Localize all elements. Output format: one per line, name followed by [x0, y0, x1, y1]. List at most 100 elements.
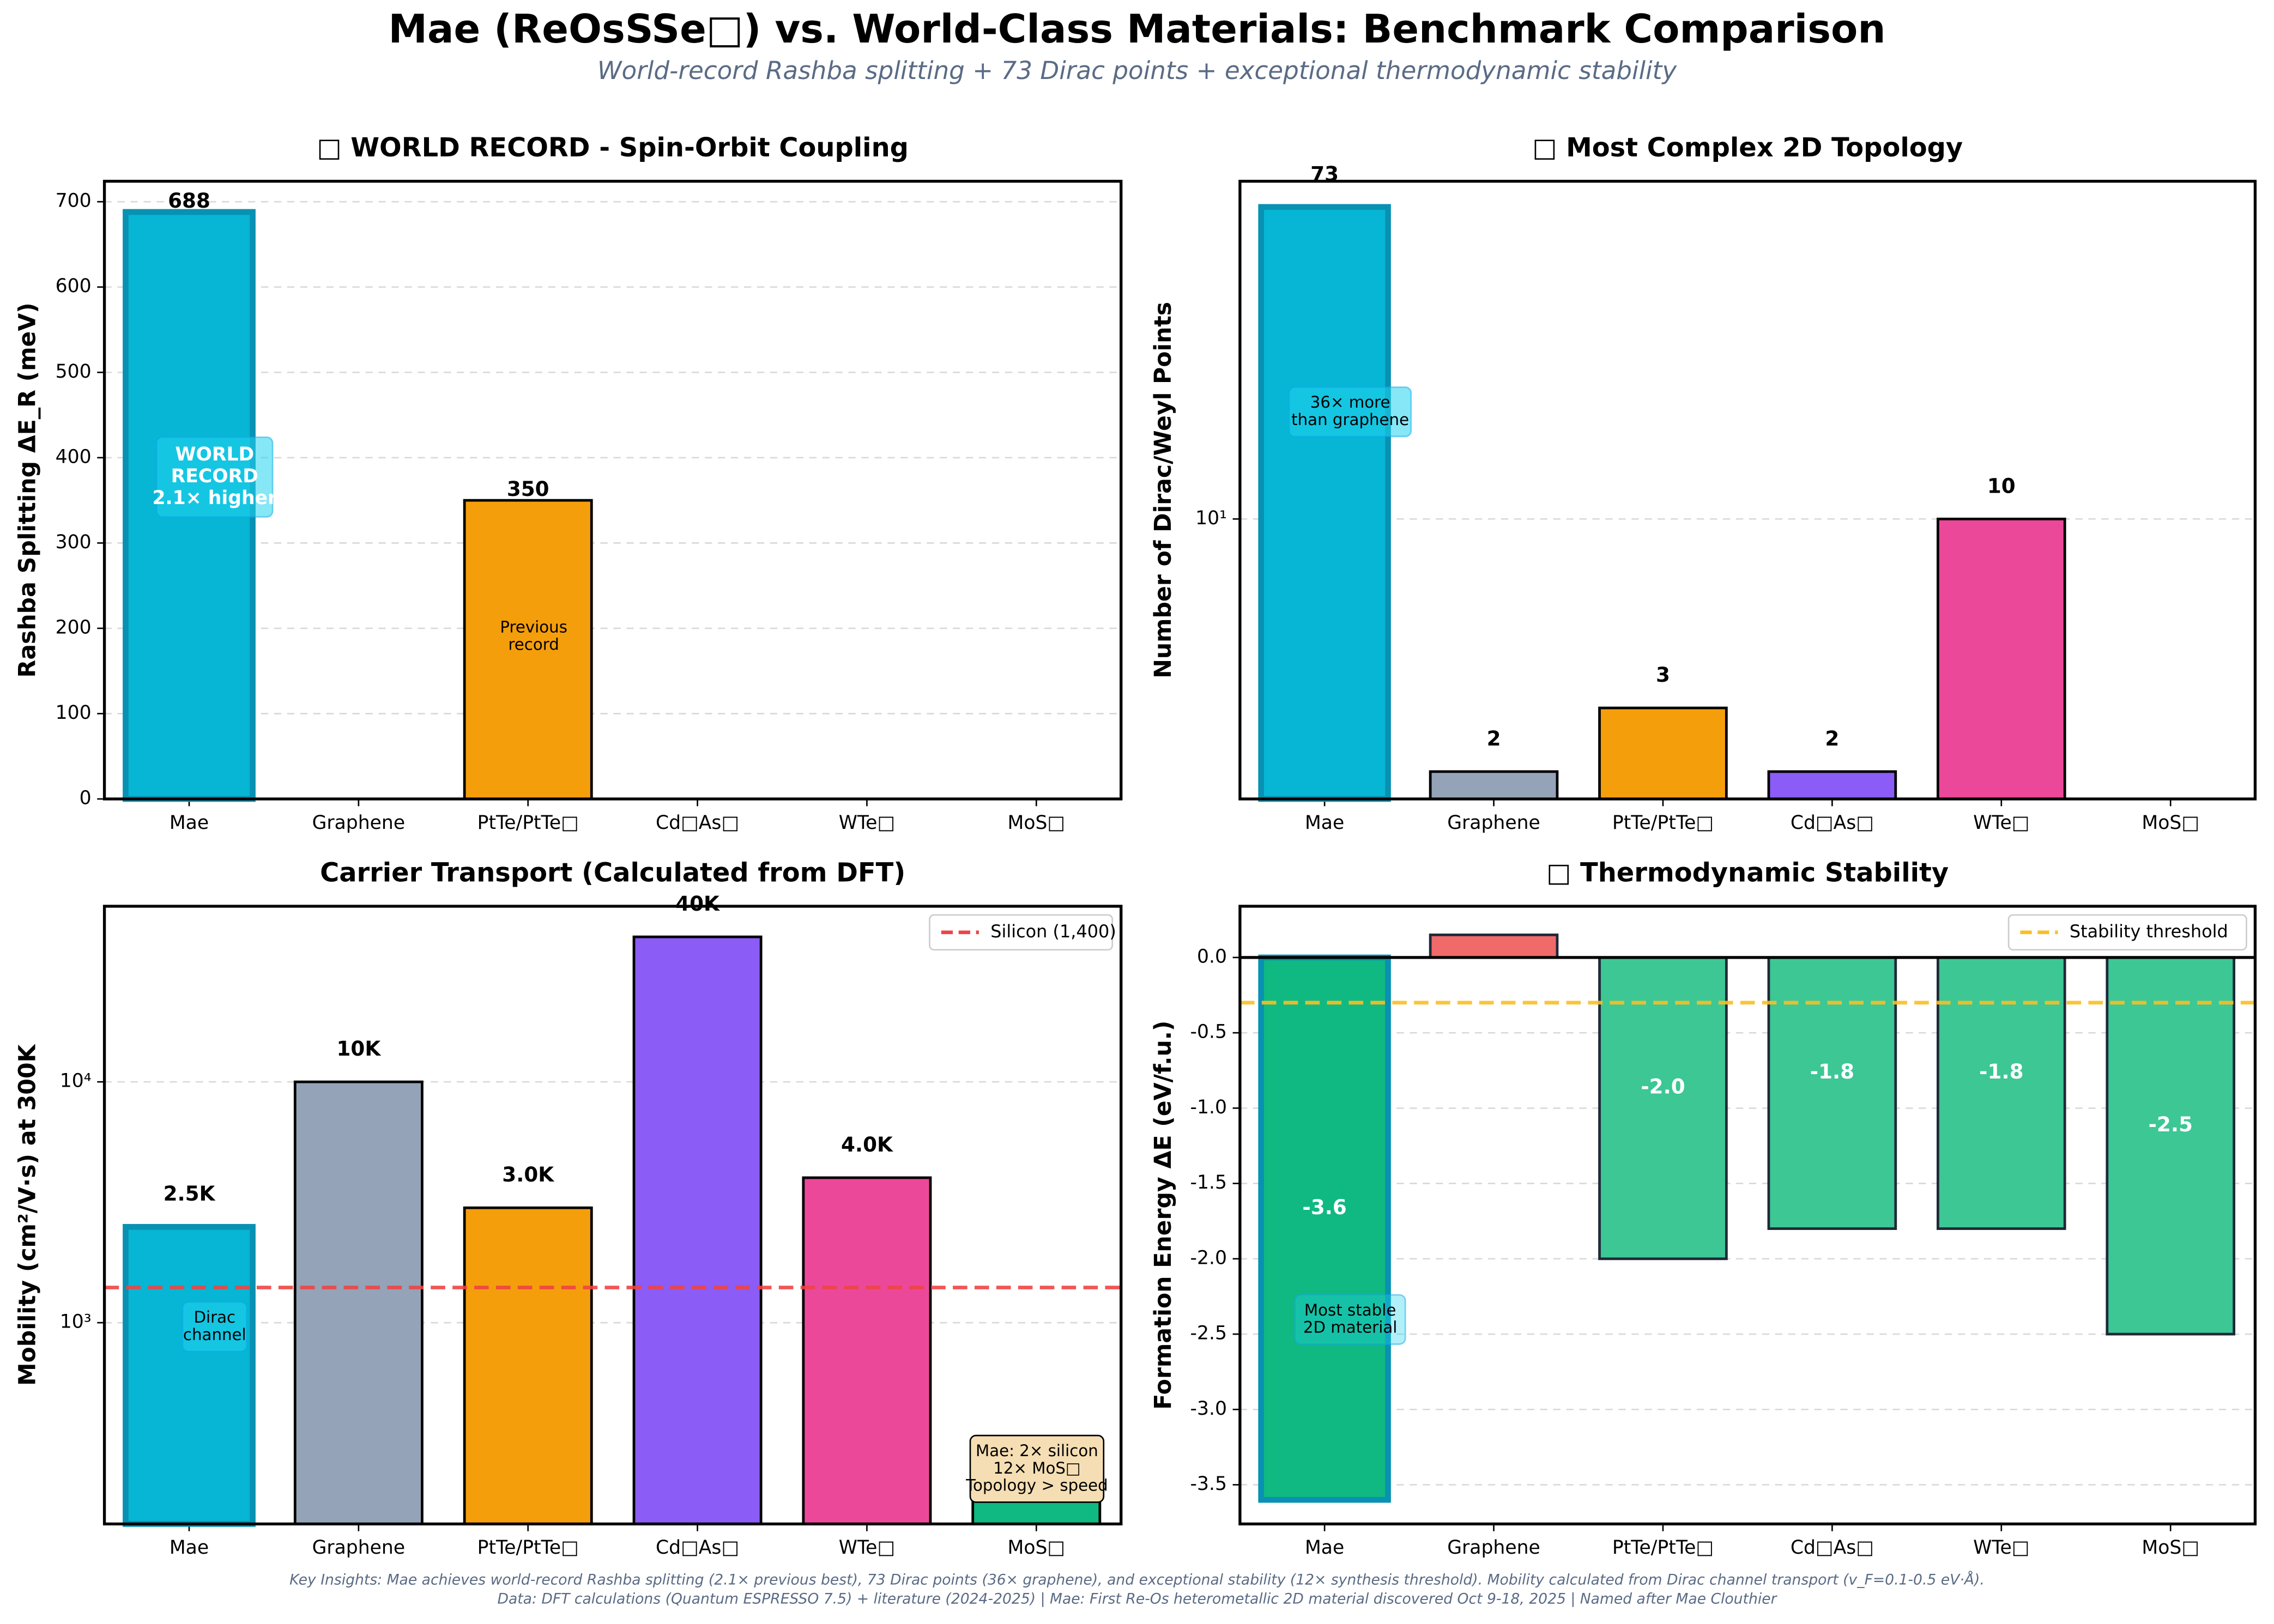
bar	[1936, 517, 2066, 801]
bar	[293, 1080, 424, 1525]
legend-label: Silicon (1,400)	[990, 921, 1116, 942]
bar	[1429, 770, 1559, 801]
annotation-box	[1289, 386, 1412, 438]
panel-title: Carrier Transport (Calculated from DFT)	[320, 858, 905, 888]
annotation-text: WORLD	[175, 444, 254, 465]
figure-subtitle: World-record Rashba splitting + 73 Dirac…	[597, 56, 1678, 85]
x-tick-label: Graphene	[1447, 812, 1540, 834]
value-label: -3.6	[1302, 1195, 1346, 1219]
x-tick-label: WTe□	[1973, 812, 2029, 834]
bar	[1598, 956, 1728, 1261]
y-tick-label: 10¹	[1195, 507, 1227, 529]
annotation-text: Dirac	[193, 1308, 235, 1326]
y-tick-label: 500	[56, 361, 92, 383]
bar	[463, 499, 593, 801]
annotation-text: Mae: 2× silicon	[976, 1441, 1098, 1460]
axes-frame	[102, 905, 1123, 1526]
legend-box	[929, 914, 1114, 951]
footer-note: Key Insights: Mae achieves world-record …	[289, 1571, 1985, 1589]
y-tick-label: 10⁴	[60, 1070, 92, 1092]
y-tick-label: -1.0	[1190, 1096, 1226, 1118]
value-label: 3	[1656, 663, 1670, 687]
annotation-text: record	[508, 635, 559, 654]
figure-title: Mae (ReOsSSe□) vs. World-Class Materials…	[389, 6, 1886, 52]
legend-label: Stability threshold	[2070, 921, 2228, 942]
value-label: -1.8	[1810, 1059, 1854, 1083]
y-axis-label: Formation Energy ΔE (eV/f.u.)	[1150, 1021, 1177, 1410]
bar	[1429, 934, 1559, 959]
x-tick-label: Graphene	[312, 1537, 406, 1559]
annotation-text: 12× MoS□	[993, 1459, 1080, 1477]
bar	[1258, 204, 1391, 802]
y-tick-label: 100	[56, 702, 92, 724]
x-tick-label: WTe□	[839, 812, 895, 834]
x-tick-label: Graphene	[1447, 1537, 1540, 1559]
x-tick-label: MoS□	[1007, 812, 1065, 834]
y-tick-label: 600	[56, 275, 92, 297]
bar	[802, 1176, 932, 1525]
axes-frame	[1238, 905, 2257, 1526]
x-tick-label: WTe□	[1973, 1537, 2029, 1559]
y-tick-label: -3.5	[1190, 1473, 1226, 1495]
y-axis-label: Rashba Splitting ΔE_R (meV)	[14, 302, 41, 677]
x-tick-label: PtTe/PtTe□	[477, 812, 579, 834]
x-tick-label: Cd□As□	[1791, 1537, 1874, 1559]
y-tick-label: -2.5	[1190, 1323, 1226, 1344]
annotation-text: Most stable	[1304, 1301, 1396, 1319]
x-tick-label: Cd□As□	[656, 1537, 739, 1559]
value-label: 2.5K	[164, 1181, 216, 1205]
bar	[1258, 954, 1391, 1503]
x-tick-label: PtTe/PtTe□	[1612, 812, 1714, 834]
annotation-text: channel	[183, 1325, 246, 1344]
bar	[1767, 770, 1897, 801]
bar	[2106, 956, 2236, 1336]
x-tick-label: Mae	[1305, 1537, 1344, 1559]
annotation-box	[156, 436, 274, 518]
y-tick-label: 0	[80, 787, 92, 809]
y-tick-label: 0.0	[1197, 946, 1227, 967]
value-label: -1.8	[1979, 1059, 2023, 1083]
bar	[1767, 956, 1897, 1230]
annotation-text: 2D material	[1303, 1318, 1398, 1337]
x-tick-label: Mae	[170, 812, 209, 834]
value-label: 350	[507, 477, 549, 501]
bar	[463, 1206, 593, 1525]
bar	[1598, 706, 1728, 801]
x-tick-label: PtTe/PtTe□	[1612, 1537, 1714, 1559]
footer-note: Data: DFT calculations (Quantum ESPRESSO…	[497, 1590, 1777, 1607]
value-label: 10K	[337, 1037, 382, 1061]
y-axis-label: Mobility (cm²/V·s) at 300K	[14, 1043, 41, 1385]
value-label: 688	[168, 189, 210, 213]
x-tick-label: Cd□As□	[1791, 812, 1874, 834]
annotation-text: than graphene	[1291, 410, 1409, 429]
value-label: 3.0K	[502, 1162, 554, 1186]
axes-frame	[1238, 179, 2257, 801]
value-label: 40K	[675, 892, 720, 916]
y-tick-label: -2.0	[1190, 1247, 1226, 1269]
annotation-box	[969, 1434, 1105, 1503]
y-tick-label: 200	[56, 616, 92, 638]
y-tick-label: -3.0	[1190, 1398, 1226, 1420]
y-tick-label: -1.5	[1190, 1172, 1226, 1193]
annotation-text: Previous	[500, 618, 567, 637]
annotation-box	[182, 1301, 247, 1353]
panel-title: □ Most Complex 2D Topology	[1532, 133, 1963, 163]
annotation-text: 2.1× higher	[152, 487, 277, 509]
value-label: -2.5	[2148, 1112, 2192, 1136]
x-tick-label: WTe□	[839, 1537, 895, 1559]
annotation-text: Topology > speed	[965, 1476, 1108, 1495]
value-label: -2.0	[1641, 1075, 1685, 1099]
y-tick-label: 400	[56, 446, 92, 468]
bar	[123, 1223, 256, 1527]
y-tick-label: 700	[56, 190, 92, 212]
y-tick-label: 10³	[60, 1311, 92, 1333]
bar	[632, 935, 763, 1525]
x-tick-label: MoS□	[1007, 1537, 1065, 1559]
x-tick-label: MoS□	[2142, 812, 2199, 834]
annotation-text: RECORD	[171, 465, 258, 487]
value-label: 2	[1487, 726, 1501, 750]
x-tick-label: Cd□As□	[656, 812, 739, 834]
x-tick-label: Mae	[170, 1537, 209, 1559]
